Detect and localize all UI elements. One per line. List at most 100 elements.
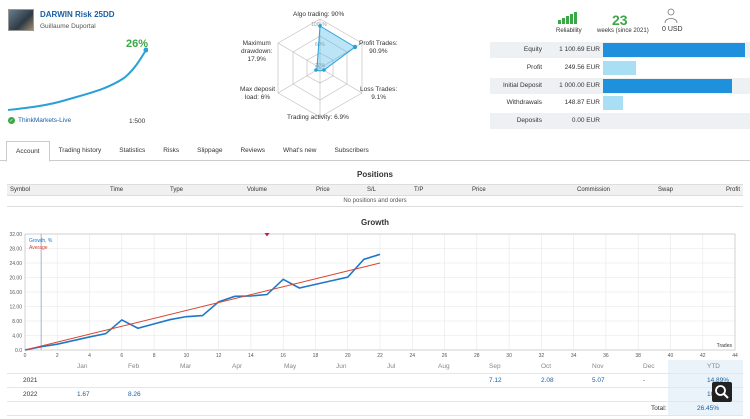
- x-tick-label: 42: [700, 353, 706, 358]
- stat-value: 148.87 EUR: [564, 99, 600, 106]
- stat-value: 0.00 EUR: [571, 117, 600, 124]
- weeks-value: 23: [612, 12, 628, 28]
- x-tick-label: 20: [345, 353, 351, 358]
- tab-what-s-new[interactable]: What's new: [283, 147, 317, 154]
- month-header-row: Jan Feb Mar Apr May Jun Jul Aug Sep Oct Nov Dec YTD: [7, 360, 743, 374]
- x-tick-label: 36: [603, 353, 609, 358]
- y-tick-label: 24.00: [9, 261, 22, 267]
- y-tick-label: 4.00: [12, 334, 22, 340]
- positions-col-price: Price: [472, 187, 486, 193]
- broker-link[interactable]: ✓ ThinkMarkets-Live: [8, 117, 71, 124]
- growth-chart: 0 2 4 6 8 10 12 14 16 18 20 22 24 26 28 30 32 34 36 38 40 42 4…: [9, 232, 738, 358]
- stat-bar: [603, 61, 636, 75]
- x-tick-label: 30: [506, 353, 512, 358]
- zoom-button[interactable]: [712, 382, 732, 402]
- x-tick-label: 28: [474, 353, 480, 358]
- mini-growth-chart: [7, 47, 148, 111]
- positions-col-commission: Commission: [577, 187, 611, 193]
- x-tick-label: 16: [280, 353, 286, 358]
- darwin-title[interactable]: DARWIN Risk 25DD: [40, 10, 115, 19]
- stat-value: 249.56 EUR: [564, 64, 600, 71]
- positions-col-swap: Swap: [658, 187, 674, 193]
- series-line-growth: [24, 253, 381, 351]
- month-header: Nov: [592, 363, 604, 370]
- x-tick-label: 26: [442, 353, 448, 358]
- month-value: 7.12: [489, 377, 502, 384]
- weeks-label: weeks (since 2021): [597, 28, 649, 34]
- radar-loss-trades-label: Loss Trades:: [360, 86, 398, 93]
- check-icon: ✓: [8, 117, 15, 124]
- x-tick-label: 6: [120, 353, 123, 358]
- x-tick-label: 0: [24, 353, 27, 358]
- tab-slippage[interactable]: Slippage: [197, 147, 223, 154]
- legend-average: Average: [29, 245, 48, 251]
- positions-col-volume: Volume: [247, 187, 268, 193]
- ring-label-60: 60%: [315, 42, 326, 48]
- month-header: Feb: [128, 363, 140, 370]
- magnifier-icon: [715, 385, 729, 399]
- tab-trading-history[interactable]: Trading history: [58, 147, 102, 154]
- radar-profit-trades: Profit Trades: 90.9%: [359, 40, 398, 56]
- growth-title: Growth: [361, 218, 389, 227]
- month-value: 14.89%: [707, 377, 730, 384]
- month-value: 5.07: [592, 377, 605, 384]
- x-tick-label: 18: [313, 353, 319, 358]
- month-header: May: [284, 363, 297, 370]
- stat-bar: [603, 96, 623, 110]
- radar-max-deposit-value: load: 6%: [244, 94, 271, 102]
- stat-row-deposits: Deposits 0.00 EUR: [490, 113, 750, 129]
- stat-row-initial-deposit: Initial Deposit 1 000.00 EUR: [490, 78, 750, 94]
- author-name[interactable]: Guillaume Duportal: [40, 23, 96, 30]
- positions-col-sl: S/L: [367, 187, 377, 193]
- tab-reviews[interactable]: Reviews: [240, 147, 266, 154]
- x-tick-label: 8: [153, 353, 156, 358]
- year-label: 2022: [23, 391, 38, 398]
- stat-row-profit: Profit 249.56 EUR: [490, 60, 750, 76]
- x-tick-label: 12: [216, 353, 222, 358]
- series-line-average: [24, 262, 381, 351]
- stat-label: Profit: [526, 64, 542, 71]
- stat-row-withdrawals: Withdrawals 148.87 EUR: [490, 95, 750, 111]
- total-label: Total:: [651, 405, 667, 412]
- tab-subscribers[interactable]: Subscribers: [334, 147, 369, 154]
- radar-loss-trades-value: 9.1%: [371, 94, 387, 102]
- tab-bar: Account Trading history Statistics Risks Sli…: [0, 141, 750, 162]
- stat-bar: [603, 79, 733, 93]
- year-row-2021: 2021 7.12 2.08 5.07 - 14.89%: [7, 374, 743, 388]
- radar-max-deposit-label: Max deposit: [240, 86, 276, 93]
- tab-account[interactable]: Account: [6, 141, 50, 162]
- stat-bar: [603, 43, 745, 57]
- month-header: Sep: [489, 363, 501, 370]
- yearly-table: Jan Feb Mar Apr May Jun Jul Aug Sep Oct Nov Dec YTD 2…: [7, 360, 743, 416]
- x-tick-label: 14: [248, 353, 254, 358]
- x-tick-label: 32: [539, 353, 545, 358]
- month-value: 8.26: [128, 391, 141, 398]
- positions-empty: No positions and orders: [7, 196, 743, 207]
- radar-max-deposit: Max deposit load: 6%: [240, 86, 275, 102]
- return-percentage: 26%: [126, 38, 149, 50]
- radar-loss-trades: Loss Trades: 9.1%: [360, 86, 397, 102]
- month-header: Oct: [541, 363, 552, 370]
- month-header: YTD: [707, 363, 720, 370]
- x-tick-label: 44: [732, 353, 738, 358]
- broker-name: ThinkMarkets-Live: [18, 117, 72, 124]
- tab-risks[interactable]: Risks: [163, 147, 180, 154]
- radar-max-drawdown-label-2: drawdown:: [241, 48, 273, 56]
- subscribers-value: 0 USD: [662, 26, 683, 33]
- positions-header: Symbol Time Type Volume Price S/L T/P Price Comm…: [7, 184, 743, 196]
- reliability-bars-icon: [558, 12, 577, 24]
- positions-title: Positions: [356, 170, 393, 179]
- month-header: Jan: [77, 363, 88, 370]
- x-tick-label: 22: [377, 353, 383, 358]
- radar-max-drawdown-value: 17.9%: [247, 56, 266, 64]
- stat-label: Withdrawals: [506, 99, 542, 106]
- x-tick-label: 10: [184, 353, 190, 358]
- stat-value: 1 100.69 EUR: [559, 46, 600, 53]
- tab-statistics[interactable]: Statistics: [119, 147, 146, 154]
- y-tick-label: 0.0: [15, 348, 22, 354]
- month-header: Jul: [387, 363, 396, 370]
- month-value: -: [643, 377, 646, 384]
- legend-growth: Growth, %: [29, 238, 53, 244]
- radar-trading-activity: Trading activity: 6.9%: [287, 114, 349, 121]
